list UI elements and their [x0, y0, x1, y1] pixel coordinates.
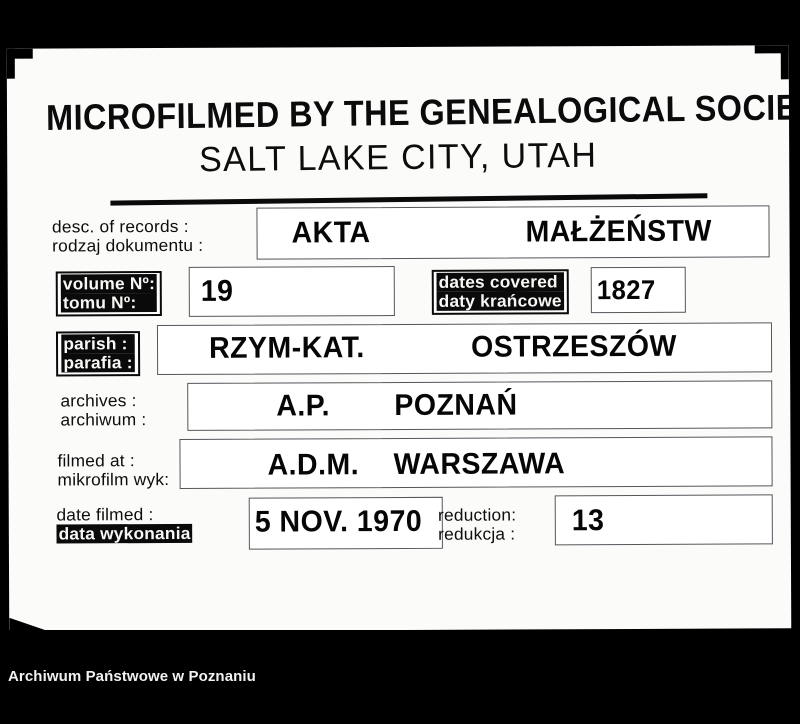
value-archives-city: POZNAŃ [394, 388, 518, 423]
value-desc-of-records-1: AKTA [291, 216, 371, 250]
microfilm-title-card: MICROFILMED BY THE GENEALOGICAL SOCIETY … [6, 45, 792, 632]
value-parish-rite: RZYM-KAT. [208, 331, 365, 365]
label-desc-of-records: desc. of records : rodzaj dokumentu : [51, 216, 204, 256]
label-dates-covered: dates covered daty krańcowe [431, 269, 569, 315]
value-volume-number: 19 [200, 274, 234, 308]
label-archives-en: archives : [60, 391, 137, 411]
form-row-filmed-at: filmed at : mikrofilm wyk: A.D.M. WARSZA… [8, 436, 790, 501]
value-date-filmed: 5 NOV. 1970 [254, 504, 423, 539]
field-parish[interactable]: RZYM-KAT. OSTRZESZÓW [156, 322, 773, 376]
form-row-parish: parish : parafia : RZYM-KAT. OSTRZESZÓW [8, 322, 790, 385]
label-date-filmed-pl: data wykonania [56, 523, 193, 544]
value-dates-covered: 1827 [596, 274, 656, 306]
field-date-filmed[interactable]: 5 NOV. 1970 [248, 496, 443, 550]
form-row-volume-number: volume Nº: tomu Nº: 19 dates covered dat… [8, 266, 790, 327]
value-parish-name: OSTRZESZÓW [470, 329, 677, 364]
card-heading: MICROFILMED BY THE GENEALOGICAL SOCIETY … [7, 85, 792, 180]
label-desc-of-records-en: desc. of records : [51, 216, 189, 237]
heading-line-primary: MICROFILMED BY THE GENEALOGICAL SOCIETY [45, 85, 792, 138]
field-dates-covered[interactable]: 1827 [590, 266, 686, 314]
field-reduction[interactable]: 13 [554, 494, 773, 546]
field-volume-number[interactable]: 19 [188, 266, 395, 317]
value-archives-type: A.P. [276, 389, 331, 423]
label-archives-pl: archiwum : [60, 410, 147, 430]
label-date-filmed: date filmed : data wykonania [56, 505, 193, 544]
label-reduction-en: reduction: [437, 505, 517, 525]
field-desc-of-records[interactable]: AKTA MAŁŻEŃSTW [256, 205, 770, 260]
label-reduction-pl: redukcja : [438, 524, 516, 544]
label-dates-covered-en: dates covered [436, 272, 564, 292]
film-corner-notch-left [6, 48, 15, 79]
label-desc-of-records-pl: rodzaj dokumentu : [52, 235, 204, 256]
label-parish-pl: parafia : [61, 353, 135, 373]
field-archives[interactable]: A.P. POZNAŃ [187, 380, 773, 431]
label-archives: archives : archiwum : [60, 391, 147, 430]
field-filmed-at[interactable]: A.D.M. WARSZAWA [179, 436, 773, 489]
label-filmed-at: filmed at : mikrofilm wyk: [57, 451, 170, 490]
heading-line-secondary: SALT LAKE CITY, UTAH [198, 135, 598, 180]
form-row-date-filmed: date filmed : data wykonania 5 NOV. 1970… [9, 494, 791, 559]
form-row-desc-of-records: desc. of records : rodzaj dokumentu : AK… [7, 205, 789, 269]
label-parish: parish : parafia : [55, 331, 141, 377]
value-desc-of-records-2: MAŁŻEŃSTW [525, 214, 712, 249]
film-corner-notch-right [780, 45, 789, 80]
heading-divider-rule [110, 193, 708, 206]
value-reduction: 13 [571, 504, 605, 538]
label-date-filmed-en: date filmed : [56, 505, 154, 525]
form-row-archives: archives : archiwum : A.P. POZNAŃ [8, 380, 790, 443]
label-parish-en: parish : [61, 334, 135, 354]
label-filmed-at-en: filmed at : [57, 451, 135, 471]
label-volume-number: volume Nº: tomu Nº: [55, 271, 163, 317]
label-volume-number-pl: tomu Nº: [60, 293, 158, 313]
label-volume-number-en: volume Nº: [60, 274, 158, 294]
archive-attribution-caption: Archiwum Państwowe w Poznaniu [8, 668, 256, 685]
card-form-area: desc. of records : rodzaj dokumentu : AK… [7, 205, 791, 559]
label-reduction: reduction: redukcja : [437, 505, 517, 544]
label-dates-covered-pl: daty krańcowe [436, 291, 564, 311]
value-filmed-at-city: WARSZAWA [393, 447, 566, 482]
value-filmed-at-lab: A.D.M. [267, 448, 360, 482]
label-filmed-at-pl: mikrofilm wyk: [57, 470, 170, 490]
caption-bar: Archiwum Państwowe w Poznaniu [0, 630, 800, 724]
